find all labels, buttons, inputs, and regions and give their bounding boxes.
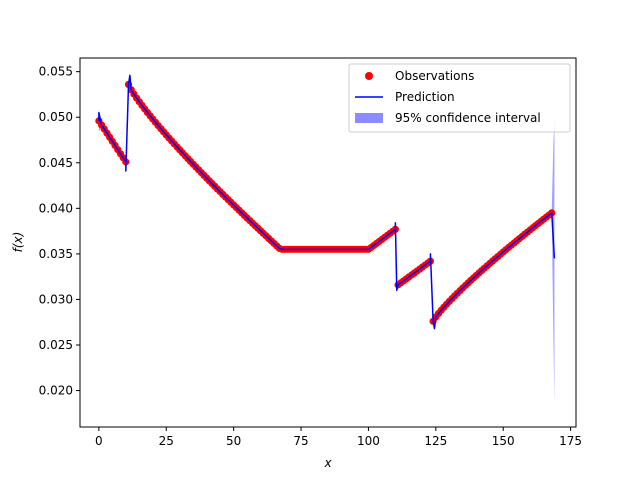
legend: Observations Prediction 95% confidence i… bbox=[348, 63, 571, 133]
y-tick-label: 0.025 bbox=[39, 338, 73, 352]
legend-interval-label: 95% confidence interval bbox=[395, 111, 541, 125]
y-tick-label: 0.040 bbox=[39, 201, 73, 215]
y-tick-label: 0.020 bbox=[39, 384, 73, 398]
x-tick-label: 125 bbox=[424, 434, 447, 448]
x-tick-label: 50 bbox=[226, 434, 241, 448]
legend-interval-swatch bbox=[355, 113, 383, 123]
x-axis-label: x bbox=[323, 456, 332, 470]
x-tick-label: 175 bbox=[559, 434, 582, 448]
x-tick-label: 100 bbox=[357, 434, 380, 448]
legend-observations-marker bbox=[365, 72, 373, 80]
y-tick-label: 0.055 bbox=[39, 65, 73, 79]
prediction-line bbox=[98, 74, 556, 330]
plot-frame bbox=[79, 57, 577, 428]
legend-prediction-label: Prediction bbox=[395, 90, 455, 104]
legend-observations-label: Observations bbox=[395, 69, 474, 83]
y-tick-label: 0.030 bbox=[39, 292, 73, 306]
prediction-layer bbox=[98, 74, 556, 330]
x-tick-label: 75 bbox=[293, 434, 308, 448]
x-tick-label: 0 bbox=[95, 434, 103, 448]
legend-box bbox=[348, 63, 571, 133]
y-axis-ticks: 0.020 0.025 0.030 0.035 0.040 0.045 0.050 0.055 bbox=[39, 65, 80, 398]
x-axis-ticks: 0 25 50 75 100 125 150 175 bbox=[95, 427, 582, 448]
y-axis-label: f(x) bbox=[11, 232, 25, 253]
x-tick-label: 150 bbox=[492, 434, 515, 448]
y-tick-label: 0.035 bbox=[39, 247, 73, 261]
y-tick-label: 0.045 bbox=[39, 156, 73, 170]
x-tick-label: 25 bbox=[159, 434, 174, 448]
y-tick-label: 0.050 bbox=[39, 110, 73, 124]
